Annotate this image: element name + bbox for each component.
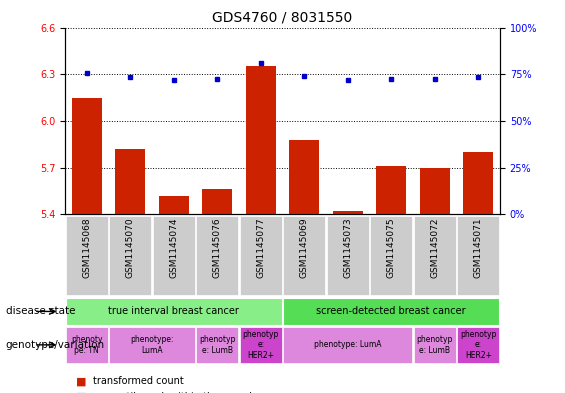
Text: percentile rank within the sample: percentile rank within the sample (93, 392, 258, 393)
Text: GSM1145074: GSM1145074 (170, 217, 178, 278)
Text: transformed count: transformed count (93, 376, 184, 386)
FancyBboxPatch shape (197, 327, 238, 363)
Text: phenotype:
LumA: phenotype: LumA (131, 335, 173, 354)
Bar (289, 140, 319, 214)
FancyBboxPatch shape (458, 327, 499, 363)
Text: phenotyp
e: LumB: phenotyp e: LumB (416, 335, 453, 354)
FancyBboxPatch shape (414, 216, 455, 295)
Bar (333, 211, 363, 214)
Text: screen-detected breast cancer: screen-detected breast cancer (316, 307, 466, 316)
FancyBboxPatch shape (284, 327, 412, 363)
FancyBboxPatch shape (240, 327, 281, 363)
Bar (72, 97, 102, 214)
Bar (202, 189, 232, 214)
Text: genotype/variation: genotype/variation (6, 340, 105, 350)
Bar (420, 167, 450, 214)
Text: phenotype: LumA: phenotype: LumA (314, 340, 381, 349)
Text: GSM1145071: GSM1145071 (474, 217, 483, 278)
FancyBboxPatch shape (110, 216, 151, 295)
Text: phenoty
pe: TN: phenoty pe: TN (71, 335, 102, 354)
Text: GSM1145070: GSM1145070 (126, 217, 134, 278)
Text: disease state: disease state (6, 307, 75, 316)
FancyBboxPatch shape (327, 216, 368, 295)
Text: phenotyp
e: LumB: phenotyp e: LumB (199, 335, 236, 354)
Text: phenotyp
e:
HER2+: phenotyp e: HER2+ (242, 330, 279, 360)
FancyBboxPatch shape (284, 298, 499, 325)
FancyBboxPatch shape (371, 216, 412, 295)
Bar (115, 149, 145, 214)
FancyBboxPatch shape (66, 327, 107, 363)
Text: GSM1145073: GSM1145073 (344, 217, 352, 278)
FancyBboxPatch shape (110, 327, 194, 363)
Bar (463, 152, 493, 214)
Text: GSM1145077: GSM1145077 (257, 217, 265, 278)
Text: phenotyp
e:
HER2+: phenotyp e: HER2+ (460, 330, 497, 360)
Text: ■: ■ (76, 392, 87, 393)
FancyBboxPatch shape (66, 298, 281, 325)
FancyBboxPatch shape (153, 216, 194, 295)
Bar (159, 196, 189, 214)
Bar (246, 66, 276, 214)
FancyBboxPatch shape (66, 216, 107, 295)
Text: GSM1145068: GSM1145068 (82, 217, 91, 278)
Bar (376, 166, 406, 214)
FancyBboxPatch shape (414, 327, 455, 363)
Text: GSM1145075: GSM1145075 (387, 217, 396, 278)
Text: GSM1145069: GSM1145069 (300, 217, 308, 278)
FancyBboxPatch shape (197, 216, 238, 295)
Text: GSM1145076: GSM1145076 (213, 217, 221, 278)
Text: true interval breast cancer: true interval breast cancer (108, 307, 239, 316)
FancyBboxPatch shape (458, 216, 499, 295)
FancyBboxPatch shape (284, 216, 325, 295)
Title: GDS4760 / 8031550: GDS4760 / 8031550 (212, 11, 353, 25)
Text: GSM1145072: GSM1145072 (431, 217, 439, 278)
Text: ■: ■ (76, 376, 87, 386)
FancyBboxPatch shape (240, 216, 281, 295)
